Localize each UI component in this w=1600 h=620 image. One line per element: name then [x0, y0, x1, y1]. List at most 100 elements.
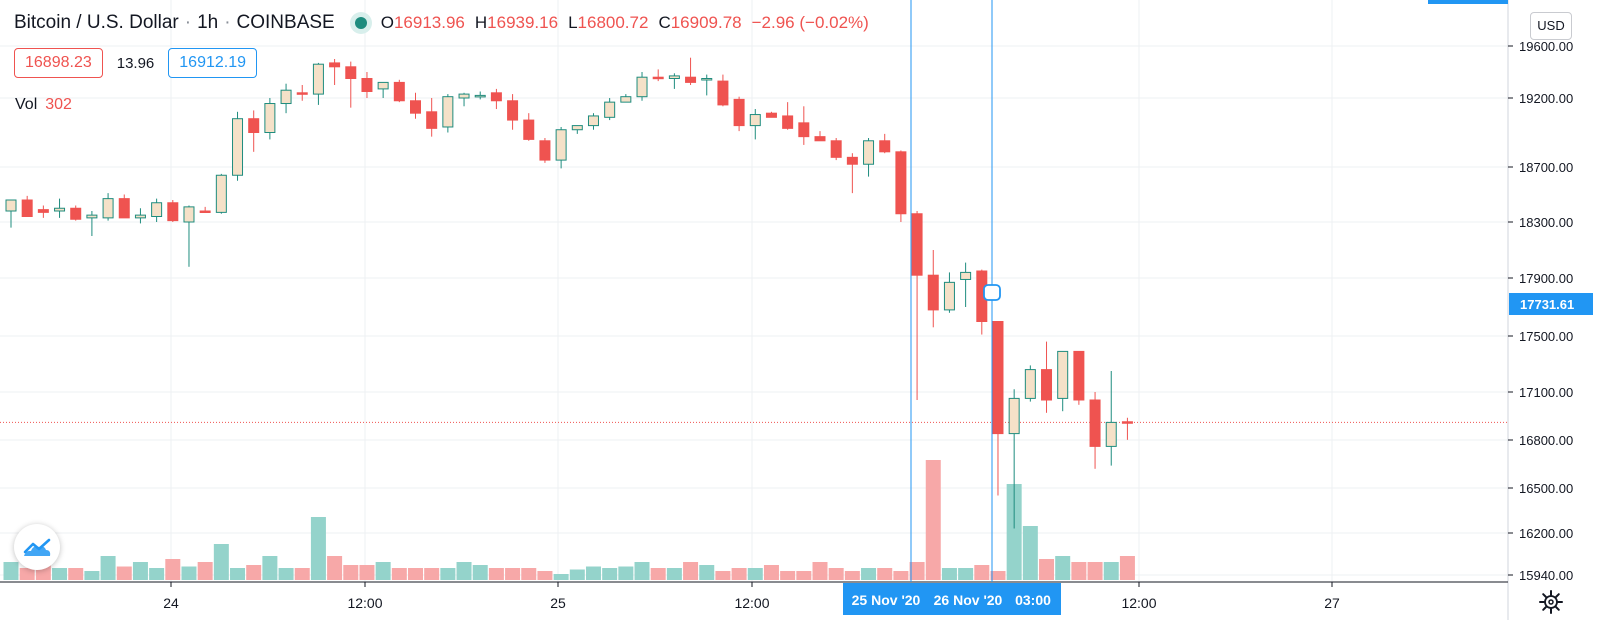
volume-bar	[585, 566, 601, 580]
crosshair-price-label-bg	[1509, 293, 1593, 315]
candle	[410, 92, 421, 119]
candle-body	[329, 62, 341, 68]
volume-bar	[537, 571, 553, 580]
candle	[442, 94, 454, 133]
candle-body	[749, 114, 761, 127]
sell-price-button[interactable]: 16898.23	[14, 48, 103, 78]
candle	[571, 125, 583, 134]
candle	[86, 211, 98, 236]
candle	[507, 94, 519, 130]
volume-bar	[715, 571, 731, 580]
volume-bar	[909, 562, 925, 580]
tradingview-logo-icon[interactable]	[14, 524, 60, 570]
volume-bar	[116, 566, 132, 580]
time-tick-label: 27	[1324, 595, 1340, 611]
candle	[765, 111, 777, 118]
symbol-name[interactable]: Bitcoin / U.S. Dollar	[14, 12, 179, 33]
volume-bar	[408, 568, 423, 580]
candle	[895, 150, 907, 222]
volume-bar	[181, 566, 197, 580]
candle-body	[70, 207, 82, 220]
candle	[976, 269, 988, 335]
volume-bar	[941, 568, 957, 580]
time-tick-label: 12:00	[1121, 595, 1156, 611]
candle	[474, 91, 486, 100]
cloud-chart-icon	[23, 538, 51, 556]
candle	[943, 272, 955, 313]
volume-bar	[877, 568, 893, 580]
candle-body	[1105, 421, 1117, 447]
candle	[102, 193, 114, 221]
candle-body	[1041, 369, 1053, 401]
gear-icon[interactable]	[1538, 589, 1564, 615]
candle-body	[54, 207, 66, 212]
candle-body	[280, 89, 292, 105]
candle-body	[490, 92, 502, 102]
volume-bar	[213, 544, 229, 580]
volume-bar	[1103, 562, 1119, 580]
candle-body	[1121, 421, 1133, 424]
candle-body	[345, 66, 357, 80]
volume-bar	[132, 562, 148, 580]
price-tick-label: 15940.00	[1519, 568, 1573, 583]
price-tick-label: 17900.00	[1519, 271, 1573, 286]
candle	[232, 111, 244, 181]
candle-body	[426, 111, 438, 129]
candle-body	[361, 78, 373, 92]
candle-body	[118, 198, 130, 219]
candle-body	[636, 76, 648, 98]
top-accent-tab	[1428, 0, 1508, 4]
candle	[329, 59, 341, 85]
candle	[733, 96, 745, 132]
candle-body	[5, 199, 17, 212]
crosshair-handle	[983, 284, 1001, 301]
volume-bar	[197, 562, 213, 580]
candle	[490, 88, 502, 110]
volume-label: Vol	[15, 96, 38, 113]
volume-bar	[278, 568, 294, 580]
volume-bar	[149, 568, 165, 580]
volume-bar	[19, 568, 35, 580]
volume-bar	[683, 562, 699, 580]
volume-bar	[505, 568, 521, 580]
volume-bar	[84, 571, 100, 580]
candle-body	[393, 81, 405, 102]
candle-body	[264, 103, 276, 133]
candle	[54, 198, 66, 218]
candle-body	[102, 198, 114, 219]
candle-body	[167, 202, 179, 222]
candle-body	[668, 75, 680, 80]
candle-body	[846, 156, 858, 165]
candle-body	[507, 100, 519, 121]
interval-label[interactable]: 1h	[197, 12, 219, 33]
candle-body	[960, 271, 972, 280]
legend-separator: ·	[224, 12, 231, 33]
candle-body	[1024, 369, 1036, 399]
volume-bar	[747, 568, 763, 580]
candle-body	[604, 101, 616, 118]
candle-body	[701, 78, 713, 81]
candle-body	[134, 214, 146, 219]
volume-bar	[52, 568, 68, 580]
price-tick-label: 17100.00	[1519, 385, 1573, 400]
candle	[296, 85, 308, 101]
crosshair-time-label-bg	[843, 583, 1061, 615]
candle	[1008, 389, 1020, 529]
candle-body	[911, 213, 923, 276]
volume-bar	[165, 559, 181, 580]
price-tick-label: 19200.00	[1519, 91, 1573, 106]
price-tick-label: 17500.00	[1519, 329, 1573, 344]
volume-bar	[391, 568, 407, 580]
candle-body	[685, 76, 697, 83]
candle	[685, 57, 697, 85]
volume-bar	[1006, 484, 1022, 580]
volume-legend: Vol 302	[15, 96, 72, 114]
buy-price-button[interactable]: 16912.19	[168, 48, 258, 78]
chart-grid	[0, 0, 1509, 620]
candle-body	[927, 274, 939, 311]
candle-body	[782, 115, 794, 129]
currency-button[interactable]: USD	[1530, 12, 1572, 40]
volume-bar	[828, 568, 844, 580]
candle-body	[879, 140, 891, 153]
